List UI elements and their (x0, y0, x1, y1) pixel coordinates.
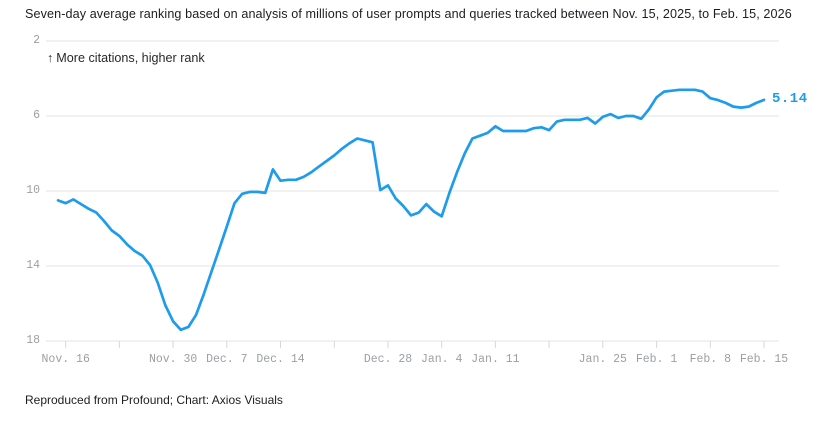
trend-line (56, 88, 766, 332)
x-axis-label: Dec. 7 (206, 353, 248, 366)
x-axis-label: Dec. 14 (256, 353, 305, 366)
chart-title: Seven-day average ranking based on analy… (25, 7, 792, 21)
x-axis-label: Feb. 1 (635, 353, 678, 366)
x-axis-label: Dec. 28 (363, 353, 413, 366)
x-axis-label: Nov. 30 (148, 353, 198, 366)
up-arrow-icon: ↑ (47, 51, 54, 65)
y-axis-label: 10 (26, 184, 40, 197)
y-axis-label: 2 (33, 34, 40, 47)
source-credit: Reproduced from Profound; Chart: Axios V… (25, 393, 283, 407)
current-value-label: 5.14 (772, 91, 808, 107)
axis-annotation-label: More citations, higher rank (56, 51, 205, 65)
axis-annotation: ↑ More citations, higher rank (47, 51, 205, 65)
y-axis-label: 18 (26, 334, 40, 347)
x-axis-label: Nov. 16 (41, 353, 90, 366)
x-axis-label: Feb. 15 (739, 353, 789, 366)
x-axis-label: Feb. 8 (689, 353, 731, 366)
y-axis-label: 6 (33, 109, 40, 122)
x-axis-label: Jan. 25 (578, 353, 627, 366)
x-axis-label: Jan. 11 (471, 353, 520, 366)
x-axis-label: Jan. 4 (420, 353, 463, 366)
y-axis-label: 14 (26, 259, 40, 272)
